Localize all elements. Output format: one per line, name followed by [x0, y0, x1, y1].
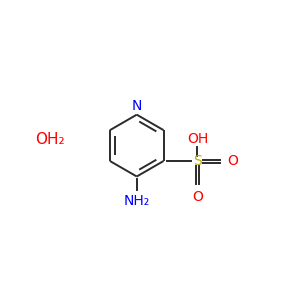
- Text: N: N: [132, 99, 142, 113]
- Text: NH₂: NH₂: [124, 194, 150, 208]
- Text: O: O: [192, 190, 203, 205]
- Text: OH₂: OH₂: [35, 132, 65, 147]
- Text: O: O: [227, 154, 238, 168]
- Text: S: S: [193, 154, 202, 168]
- Text: OH: OH: [187, 132, 208, 146]
